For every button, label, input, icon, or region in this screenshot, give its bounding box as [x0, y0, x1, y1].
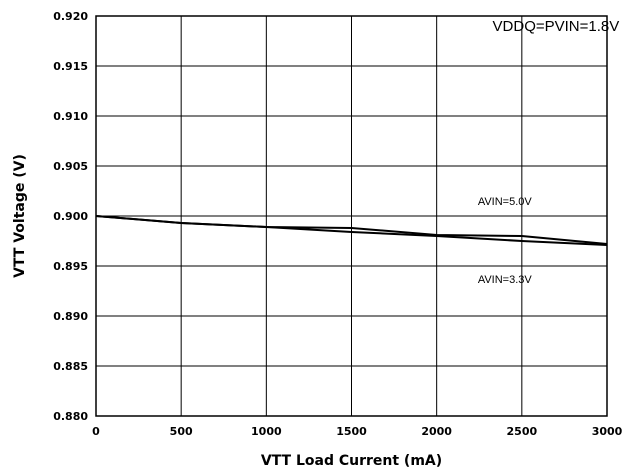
- y-tick-label: 0.880: [53, 410, 88, 423]
- y-tick-label: 0.915: [53, 60, 88, 73]
- y-tick-label: 0.885: [53, 360, 88, 373]
- y-tick-label: 0.905: [53, 160, 88, 173]
- grid: [96, 16, 607, 416]
- x-tick-label: 0: [92, 425, 100, 438]
- annotation-label: AVIN=3.3V: [478, 274, 533, 286]
- annotation-label: VDDQ=PVIN=1.8V: [493, 18, 620, 35]
- y-tick-label: 0.890: [53, 310, 88, 323]
- x-tick-label: 3000: [592, 425, 622, 438]
- x-tick-label: 2000: [421, 425, 452, 438]
- series-group: [95, 215, 608, 246]
- x-tick-labels: 0 500 1000 1500 2000 2500 3000: [92, 425, 622, 438]
- y-tick-label: 0.920: [53, 10, 88, 23]
- annotations: VDDQ=PVIN=1.8V AVIN=5.0V AVIN=3.3V: [478, 18, 619, 286]
- x-axis-title: VTT Load Current (mA): [261, 453, 442, 469]
- x-tick-label: 1500: [336, 425, 367, 438]
- x-tick-label: 2500: [507, 425, 538, 438]
- y-tick-label: 0.910: [53, 110, 88, 123]
- y-axis-title: VTT Voltage (V): [12, 154, 28, 278]
- annotation-label: AVIN=5.0V: [478, 196, 533, 208]
- x-tick-label: 500: [170, 425, 193, 438]
- y-tick-label: 0.900: [53, 210, 88, 223]
- y-tick-label: 0.895: [53, 260, 88, 273]
- x-tick-label: 1000: [251, 425, 282, 438]
- plot-frame: [95, 15, 608, 417]
- series-line-avin-3v3: [95, 215, 608, 246]
- y-tick-labels: 0.880 0.885 0.890 0.895 0.900 0.905 0.910 0.915…: [53, 10, 88, 423]
